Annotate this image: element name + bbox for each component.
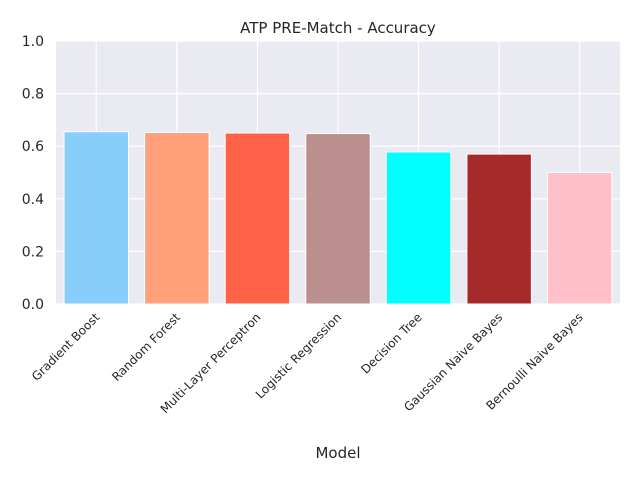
x-tick-label: Logistic Regression [253, 310, 344, 401]
bar-multi-layer-perceptron [224, 132, 291, 305]
y-tick-label: 0.4 [22, 192, 44, 208]
x-axis-label: Model [315, 444, 360, 462]
chart-title: ATP PRE-Match - Accuracy [240, 19, 436, 37]
bars [63, 131, 613, 305]
y-tick-label: 0.8 [22, 87, 44, 103]
y-tick-label: 0.2 [22, 244, 44, 260]
bar-decision-tree [385, 151, 452, 305]
x-tick-label: Random Forest [109, 310, 183, 384]
y-tick-label: 0.0 [22, 297, 44, 313]
bar-bernoulli-naive-bayes [546, 172, 613, 305]
x-tick-label: Decision Tree [358, 310, 424, 376]
bar-random-forest [144, 132, 210, 305]
bar-logistic-regression [305, 133, 371, 305]
y-axis-ticks: 0.0 0.2 0.4 0.6 0.8 1.0 [22, 34, 44, 313]
x-tick-label: Gradient Boost [29, 310, 103, 384]
bar-gaussian-naive-bayes [466, 153, 532, 305]
y-tick-label: 1.0 [22, 34, 44, 50]
y-tick-label: 0.6 [22, 139, 44, 155]
bar-gradient-boost [63, 131, 130, 305]
